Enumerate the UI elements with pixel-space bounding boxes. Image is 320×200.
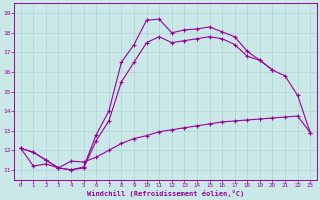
X-axis label: Windchill (Refroidissement éolien,°C): Windchill (Refroidissement éolien,°C) bbox=[87, 190, 244, 197]
